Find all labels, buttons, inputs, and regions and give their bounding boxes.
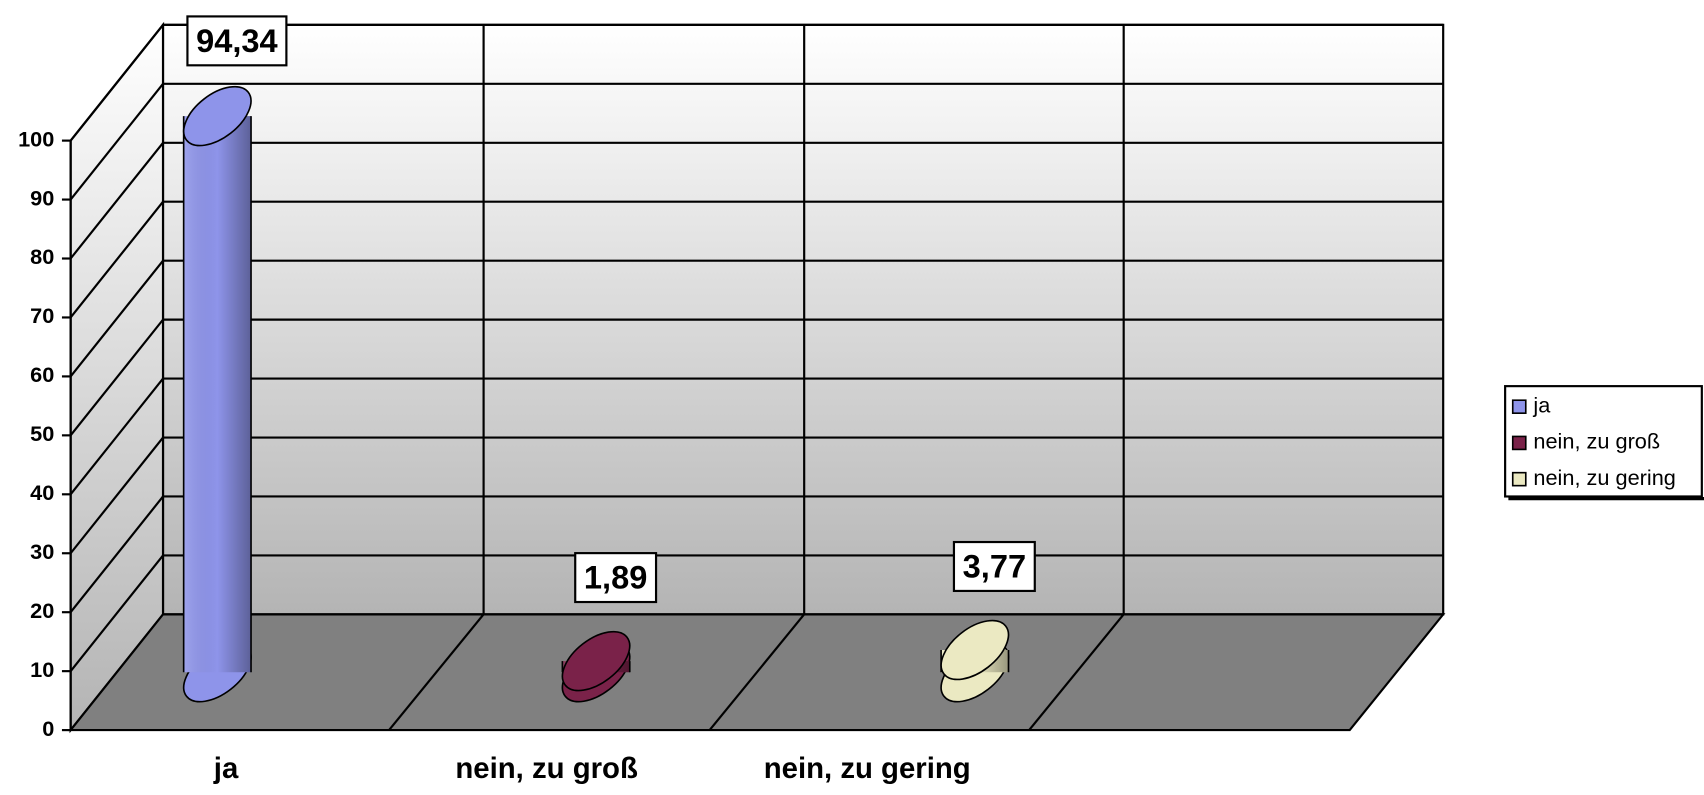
x-tick-label: nein, zu groß [455, 753, 638, 785]
cylinder-shade [183, 116, 252, 673]
grid-line [69, 377, 164, 495]
y-tick-label: 20 [30, 598, 54, 623]
legend-label: ja [1532, 392, 1551, 417]
cylinder-top [182, 85, 252, 147]
value-label: 94,34 [196, 23, 278, 59]
legend-swatch [1511, 471, 1527, 487]
y-tick-label: 50 [30, 421, 54, 446]
value-label-box [186, 15, 288, 67]
y-tick-label: 40 [30, 480, 54, 505]
grid-line [69, 83, 164, 201]
x-tick-label: nein, zu gering [764, 753, 971, 785]
value-label: 3,77 [963, 549, 1026, 585]
value-label-box [574, 552, 658, 604]
y-tick-label: 10 [30, 657, 54, 682]
grid-line [69, 436, 164, 554]
value-label-box [952, 540, 1036, 593]
x-tick-label: ja [213, 753, 239, 785]
legend-swatch [1511, 435, 1527, 451]
grid-line [69, 260, 164, 378]
grid-line [69, 495, 164, 613]
grid-line [69, 201, 164, 319]
cylinder-top [561, 630, 631, 692]
y-tick-label: 100 [18, 126, 54, 151]
cylinder-top [940, 619, 1010, 681]
grid-line [69, 318, 164, 437]
y-tick-label: 80 [30, 244, 54, 269]
legend-label: nein, zu groß [1533, 429, 1660, 454]
legend-swatch [1511, 399, 1527, 414]
y-tick-label: 70 [30, 303, 54, 328]
y-tick-label: 90 [30, 185, 54, 210]
y-tick-label: 30 [30, 539, 54, 564]
legend [1504, 385, 1703, 498]
grid-line [69, 554, 164, 672]
legend-label: nein, zu gering [1533, 465, 1676, 490]
value-label: 1,89 [584, 560, 647, 596]
y-tick-label: 0 [42, 716, 54, 741]
y-tick-label: 60 [30, 362, 54, 387]
grid-line [69, 142, 164, 260]
grid-line [69, 24, 164, 142]
